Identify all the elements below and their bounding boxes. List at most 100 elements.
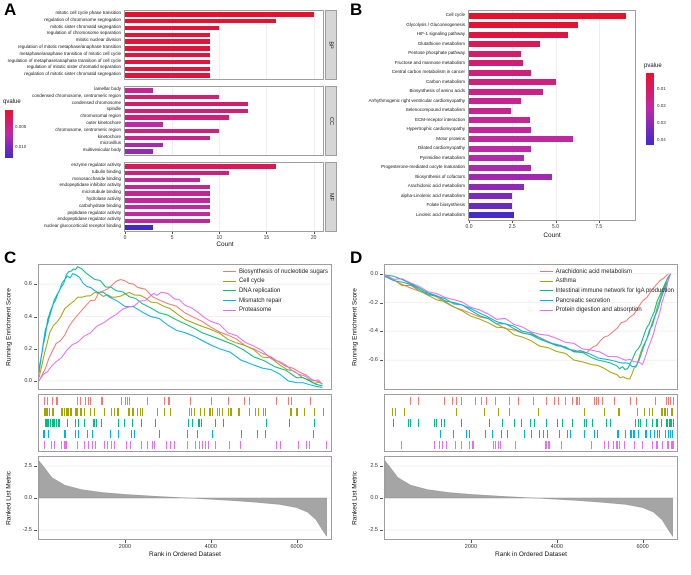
rug-tick	[93, 419, 95, 427]
x-tick-mark	[555, 221, 557, 223]
gridline	[512, 11, 514, 220]
rug-tick	[147, 396, 149, 405]
panel-B: B pvalue Count Cell cycle Glycolysis / Gl…	[346, 0, 691, 248]
facet-strip: CC	[325, 86, 337, 156]
panel-D: D Running Enrichment Score Ranked List M…	[346, 248, 691, 575]
rug-tick	[633, 441, 635, 450]
legend-tick-label: 0.005	[15, 123, 27, 129]
legend-entry: Asthma	[539, 277, 674, 287]
rug-tick	[530, 419, 532, 427]
x-tick-mark	[172, 232, 174, 234]
legend-tick-label: 0.04	[657, 137, 666, 143]
pathway-label: Fructose and mannose metabolism	[394, 59, 465, 65]
x-tick-label: 2.5	[508, 224, 516, 230]
rug-tick	[43, 407, 45, 416]
rug-tick	[671, 441, 673, 450]
x-tick-label: 6000	[290, 544, 303, 550]
rug-tick	[453, 430, 455, 439]
go-bar	[125, 18, 276, 24]
rug-tick	[61, 407, 62, 416]
rug-tick	[214, 419, 216, 427]
kegg-bar	[469, 136, 573, 143]
rug-tick	[256, 430, 258, 439]
rug-tick	[598, 396, 600, 405]
rug-tick	[567, 430, 569, 439]
legend-entry: DNA replication	[222, 286, 328, 296]
gene-rank-ticks-panel	[38, 394, 332, 452]
term-label: kinetochore	[97, 133, 121, 139]
go-bar	[125, 94, 220, 100]
rug-tick	[649, 430, 651, 439]
rug-tick	[578, 396, 580, 405]
rug-tick	[86, 430, 88, 439]
rug-tick	[560, 441, 562, 450]
kegg-bar	[469, 31, 568, 38]
rug-tick	[616, 441, 618, 450]
rug-tick	[131, 419, 133, 427]
legend-label: Arachidonic acid metabolism	[555, 268, 632, 275]
rug-tick	[218, 407, 220, 416]
rug-tick	[604, 407, 605, 416]
pathway-label: Folate biosynthesis	[426, 202, 465, 207]
legend-label: Cell cycle	[238, 278, 265, 285]
rug-tick	[212, 407, 214, 416]
rug-tick	[124, 396, 126, 405]
x-tick-label: 4000	[550, 544, 563, 550]
rug-tick	[639, 419, 641, 427]
rug-tick	[50, 441, 52, 450]
go-bar	[125, 177, 201, 183]
rug-tick	[664, 407, 666, 416]
rug-tick	[90, 407, 92, 416]
legend-line	[222, 271, 236, 273]
rug-tick	[660, 419, 662, 427]
y-tick-label: 0.6	[24, 281, 32, 288]
rug-tick	[667, 430, 669, 439]
legend-label: Protein digestion and absorption	[555, 307, 642, 314]
y-tick-label: -0.4	[368, 328, 378, 335]
rug-tick	[67, 407, 69, 416]
rug-tick	[54, 419, 56, 427]
rug-tick	[58, 419, 60, 427]
term-label: carbohydrate binding	[78, 202, 121, 208]
rug-tick	[312, 430, 314, 439]
rug-tick	[212, 430, 214, 439]
rug-tick	[71, 407, 73, 416]
rug-tick	[188, 407, 190, 416]
rug-tick	[78, 419, 80, 427]
go-bar	[125, 211, 210, 217]
rug-tick	[629, 430, 631, 439]
es-curve	[385, 273, 672, 366]
rug-tick	[157, 407, 159, 416]
rug-tick	[618, 407, 620, 416]
go-bar	[125, 25, 220, 31]
legend-line	[222, 280, 236, 282]
rug-tick	[638, 430, 640, 439]
rug-tick	[444, 396, 446, 405]
rug-tick	[465, 430, 467, 439]
rug-tick	[461, 396, 463, 405]
rug-tick	[672, 441, 674, 450]
rug-tick	[129, 396, 131, 405]
rug-tick	[616, 441, 618, 450]
rug-tick	[43, 396, 45, 405]
es-curve	[39, 278, 323, 385]
term-label: enzyme regulator activity	[71, 162, 121, 167]
rug-tick	[47, 396, 48, 405]
panel-B-x-axis-title: Count	[543, 232, 561, 239]
rug-tick	[539, 430, 541, 439]
rug-tick	[75, 419, 77, 427]
go-bar	[125, 39, 210, 44]
facet-strip: BP	[325, 10, 337, 80]
x-tick-label: 10	[216, 235, 223, 241]
rug-tick	[524, 430, 526, 439]
rug-tick	[308, 441, 310, 450]
kegg-bar	[469, 155, 525, 162]
rug-tick	[596, 430, 598, 439]
rug-tick	[564, 396, 566, 405]
rug-tick	[309, 396, 311, 405]
rug-tick	[173, 441, 175, 450]
rug-tick	[651, 419, 653, 427]
gridline	[266, 163, 268, 231]
rug-tick	[671, 407, 673, 416]
term-label: regulation of mitotic metaphase/anaphase…	[17, 44, 121, 49]
